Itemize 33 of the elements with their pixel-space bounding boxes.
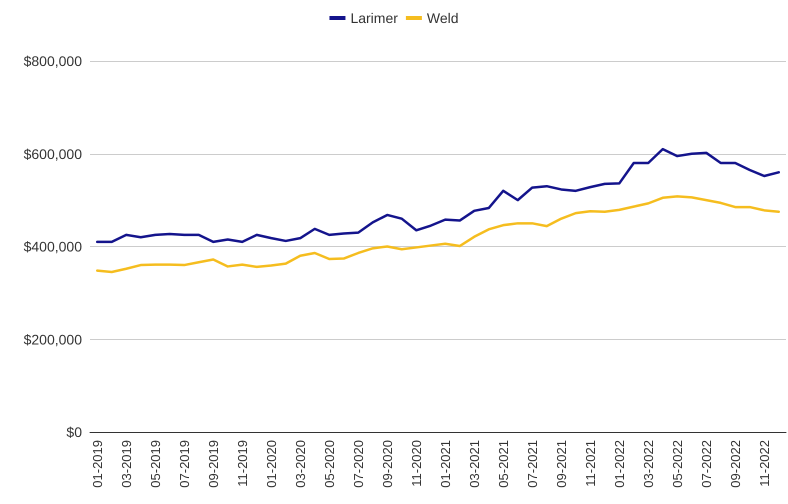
x-tick-label: 07-2020 [350,440,366,488]
x-tick-label: 09-2020 [380,440,395,488]
legend-label: Weld [426,10,459,26]
x-tick-label: 11-2021 [582,440,598,487]
x-tick-label: 01-2020 [264,440,279,488]
x-tick-label: 11-2019 [234,440,250,487]
y-tick-label: $400,000 [24,238,82,254]
x-tick-label: 09-2019 [206,440,221,488]
legend-label: Larimer [350,10,398,26]
x-tick-label: 03-2021 [466,440,482,488]
y-tick-label: $200,000 [24,331,82,348]
x-tick-label: 07-2019 [176,440,192,488]
x-tick-label: 01-2021 [438,440,453,488]
y-tick-label: $0 [66,424,82,440]
x-tick-label: 07-2021 [524,440,540,488]
x-tick-label: 11-2022 [756,440,772,487]
x-tick-label: 05-2019 [148,440,163,488]
x-tick-label: 01-2022 [612,440,627,488]
x-tick-label: 09-2021 [554,440,569,488]
x-tick-label: 09-2022 [728,440,743,488]
x-tick-label: 11-2020 [408,440,424,487]
y-tick-label: $600,000 [24,146,82,162]
line-series [96,195,780,274]
x-tick-label: 03-2019 [118,440,134,488]
x-tick-label: 05-2021 [496,440,511,488]
y-tick-label: $800,000 [24,53,82,69]
x-tick-label: 07-2022 [698,440,714,488]
x-tick-label: 05-2022 [670,440,685,488]
line-series [96,148,780,244]
x-tick-label: 01-2019 [90,440,105,488]
x-tick-label: 03-2020 [292,440,308,488]
x-tick-label: 03-2022 [640,440,656,488]
x-tick-label: 05-2020 [322,440,337,488]
